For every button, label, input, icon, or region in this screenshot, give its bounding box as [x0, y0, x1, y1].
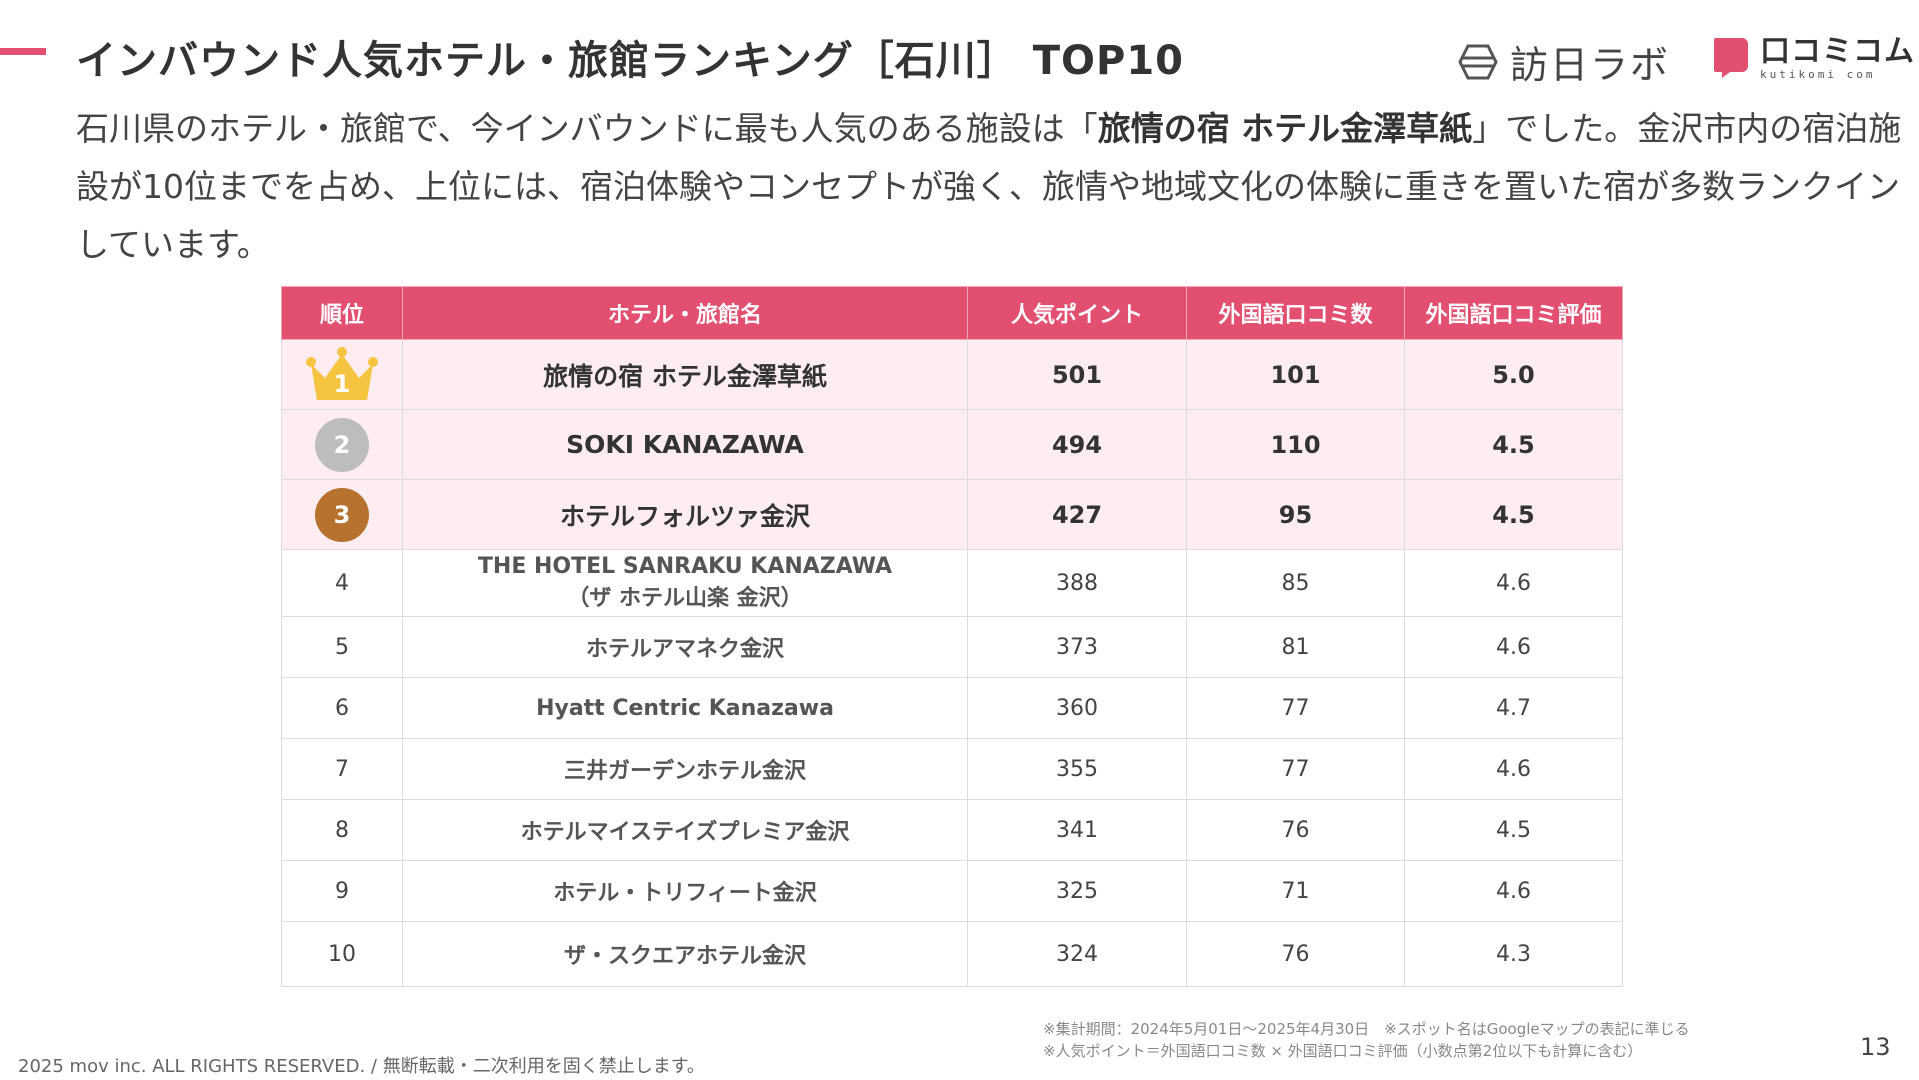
table-row: 6 Hyatt Centric Kanazawa 360 77 4.7: [281, 677, 1623, 739]
houichi-hexagon-icon: [1458, 44, 1498, 79]
rank-cell: 3: [281, 479, 403, 550]
points-value: 427: [967, 479, 1187, 550]
table-row: 5 ホテルアマネク金沢 373 81 4.6: [281, 616, 1623, 678]
table-row: 8 ホテルマイステイズプレミア金沢 341 76 4.5: [281, 799, 1623, 861]
rank-number: 9: [281, 860, 403, 922]
houichi-logo-text: 訪日ラボ: [1510, 43, 1671, 87]
review-rating-value: 4.6: [1404, 738, 1623, 800]
footnotes: ※集計期間：2024年5月01日〜2025年4月30日 ※スポット名はGoogl…: [1043, 1018, 1690, 1062]
review-rating-value: 5.0: [1404, 339, 1623, 410]
rank-number: 7: [281, 738, 403, 800]
review-count-value: 101: [1186, 339, 1405, 410]
points-value: 373: [967, 616, 1187, 678]
kutikomi-speech-icon: [1714, 38, 1748, 78]
points-value: 355: [967, 738, 1187, 800]
points-value: 360: [967, 677, 1187, 739]
review-count-value: 71: [1186, 860, 1405, 922]
review-count-value: 95: [1186, 479, 1405, 550]
hotel-name: 旅情の宿 ホテル金澤草紙: [402, 339, 968, 410]
hotel-name: Hyatt Centric Kanazawa: [402, 677, 968, 739]
page-title: インバウンド人気ホテル・旅館ランキング［石川］ TOP10: [76, 38, 1184, 84]
kutikomi-logo-subtext: kutikomi com: [1760, 68, 1876, 81]
hotel-name: ホテルマイステイズプレミア金沢: [402, 799, 968, 861]
footnote-period: ※集計期間：2024年5月01日〜2025年4月30日 ※スポット名はGoogl…: [1043, 1020, 1690, 1038]
lead-text-before: 石川県のホテル・旅館で、今インバウンドに最も人気のある施設は「: [76, 109, 1098, 148]
kutikomi-logo-text: 口コミコム: [1760, 34, 1915, 69]
table-row: 7 三井ガーデンホテル金沢 355 77 4.6: [281, 738, 1623, 800]
review-rating-value: 4.5: [1404, 409, 1623, 480]
header-points: 人気ポイント: [967, 286, 1187, 340]
review-rating-value: 4.5: [1404, 799, 1623, 861]
hotel-name-cell: THE HOTEL SANRAKU KANAZAWA （ザ ホテル山楽 金沢）: [402, 549, 968, 617]
table-row: 3 ホテルフォルツァ金沢 427 95 4.5: [281, 479, 1623, 550]
ranking-table: 順位 ホテル・旅館名 人気ポイント 外国語口コミ数 外国語口コミ評価 1 旅: [281, 286, 1623, 987]
rank-number: 4: [281, 549, 403, 617]
copyright-text: 2025 mov inc. ALL RIGHTS RESERVED. / 無断転…: [18, 1056, 705, 1077]
kutikomi-logo: 口コミコム kutikomi com: [1712, 36, 1915, 82]
review-count-value: 77: [1186, 677, 1405, 739]
points-value: 324: [967, 921, 1187, 987]
review-rating-value: 4.3: [1404, 921, 1623, 987]
hotel-name: ホテル・トリフィート金沢: [402, 860, 968, 922]
rank-number: 10: [281, 921, 403, 987]
table-row: 10 ザ・スクエアホテル金沢 324 76 4.3: [281, 921, 1623, 987]
table-row: 1 旅情の宿 ホテル金澤草紙 501 101 5.0: [281, 339, 1623, 410]
gold-crown-icon: 1: [303, 344, 381, 406]
review-rating-value: 4.6: [1404, 549, 1623, 617]
hotel-name: ホテルフォルツァ金沢: [402, 479, 968, 550]
header-hotel-name: ホテル・旅館名: [402, 286, 968, 340]
review-count-value: 77: [1186, 738, 1405, 800]
rank-cell: 1: [281, 339, 403, 410]
review-rating-value: 4.6: [1404, 616, 1623, 678]
rank-number: 1: [333, 369, 351, 398]
review-count-value: 110: [1186, 409, 1405, 480]
hotel-name: SOKI KANAZAWA: [402, 409, 968, 480]
lead-text-after: 」でした。金沢市内の宿泊施設が10位までを占め、上位には、宿泊体験やコンセプトが…: [76, 109, 1902, 264]
silver-medal-icon: 2: [315, 417, 369, 472]
table-row: 4 THE HOTEL SANRAKU KANAZAWA （ザ ホテル山楽 金沢…: [281, 549, 1623, 617]
review-rating-value: 4.6: [1404, 860, 1623, 922]
review-rating-value: 4.7: [1404, 677, 1623, 739]
table-row: 2 SOKI KANAZAWA 494 110 4.5: [281, 409, 1623, 480]
rank-number: 6: [281, 677, 403, 739]
review-count-value: 81: [1186, 616, 1405, 678]
houichi-lab-logo: 訪日ラボ: [1458, 34, 1670, 89]
title-accent-bar: [0, 48, 46, 55]
points-value: 341: [967, 799, 1187, 861]
points-value: 388: [967, 549, 1187, 617]
review-count-value: 76: [1186, 921, 1405, 987]
hotel-name: 三井ガーデンホテル金沢: [402, 738, 968, 800]
points-value: 501: [967, 339, 1187, 410]
rank-cell: 2: [281, 409, 403, 480]
header-review-count: 外国語口コミ数: [1186, 286, 1405, 340]
points-value: 494: [967, 409, 1187, 480]
header-review-rating: 外国語口コミ評価: [1404, 286, 1623, 340]
points-value: 325: [967, 860, 1187, 922]
rank-number: 5: [281, 616, 403, 678]
hotel-name-sub: （ザ ホテル山楽 金沢）: [567, 586, 803, 611]
table-row: 9 ホテル・トリフィート金沢 325 71 4.6: [281, 860, 1623, 922]
header-rank: 順位: [281, 286, 403, 340]
hotel-name: ザ・スクエアホテル金沢: [402, 921, 968, 987]
rank-number: 8: [281, 799, 403, 861]
table-header-row: 順位 ホテル・旅館名 人気ポイント 外国語口コミ数 外国語口コミ評価: [281, 286, 1623, 340]
lead-highlight: 旅情の宿 ホテル金澤草紙: [1097, 109, 1473, 148]
hotel-name: ホテルアマネク金沢: [402, 616, 968, 678]
review-count-value: 85: [1186, 549, 1405, 617]
hotel-name: THE HOTEL SANRAKU KANAZAWA: [477, 554, 893, 579]
review-count-value: 76: [1186, 799, 1405, 861]
bronze-medal-icon: 3: [315, 487, 369, 542]
footnote-formula: ※人気ポイント＝外国語口コミ数 × 外国語口コミ評価（小数点第2位以下も計算に含…: [1043, 1042, 1643, 1060]
page-number: 13: [1860, 1033, 1891, 1061]
review-rating-value: 4.5: [1404, 479, 1623, 550]
lead-paragraph: 石川県のホテル・旅館で、今インバウンドに最も人気のある施設は「旅情の宿 ホテル金…: [76, 100, 1906, 274]
